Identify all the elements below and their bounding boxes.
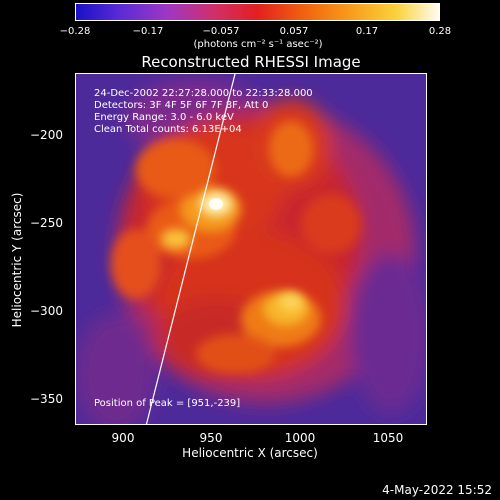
x-tick-label: 1050 — [372, 431, 404, 445]
info-clean: Clean Total counts: 6.13E+04 — [94, 124, 242, 135]
info-detectors: Detectors: 3F 4F 5F 6F 7F 8F, Att 0 — [94, 100, 269, 111]
y-tick-label: −350 — [30, 392, 63, 406]
y-axis-label: Heliocentric Y (arcsec) — [10, 192, 24, 328]
solar-image — [76, 74, 426, 424]
timestamp: 4-May-2022 15:52 — [382, 483, 492, 497]
plot-area — [75, 73, 427, 425]
info-energy: Energy Range: 3.0 - 6.0 keV — [94, 112, 234, 123]
y-tick-label: −250 — [30, 216, 63, 230]
x-axis-label: Heliocentric X (arcsec) — [182, 446, 318, 460]
x-tick-label: 1000 — [284, 431, 316, 445]
solar-limb-line — [145, 74, 236, 424]
colorbar-tick: 0.17 — [355, 26, 379, 37]
x-tick-label: 950 — [199, 431, 223, 445]
colorbar-tick: −0.28 — [59, 26, 91, 37]
colorbar — [75, 3, 440, 21]
y-tick-label: −200 — [30, 128, 63, 142]
colorbar-tick: 0.057 — [279, 26, 309, 37]
image-title: Reconstructed RHESSI Image — [141, 53, 361, 71]
x-tick-label: 900 — [111, 431, 135, 445]
colorbar-tick: −0.057 — [202, 26, 240, 37]
colorbar-units: (photons cm⁻² s⁻¹ asec⁻²) — [193, 39, 323, 50]
peak-position: Position of Peak = [951,-239] — [94, 398, 241, 409]
info-time: 24-Dec-2002 22:27:28.000 to 22:33:28.000 — [94, 88, 313, 99]
y-tick-label: −300 — [30, 304, 63, 318]
colorbar-tick: −0.17 — [132, 26, 164, 37]
colorbar-tick: 0.28 — [428, 26, 452, 37]
